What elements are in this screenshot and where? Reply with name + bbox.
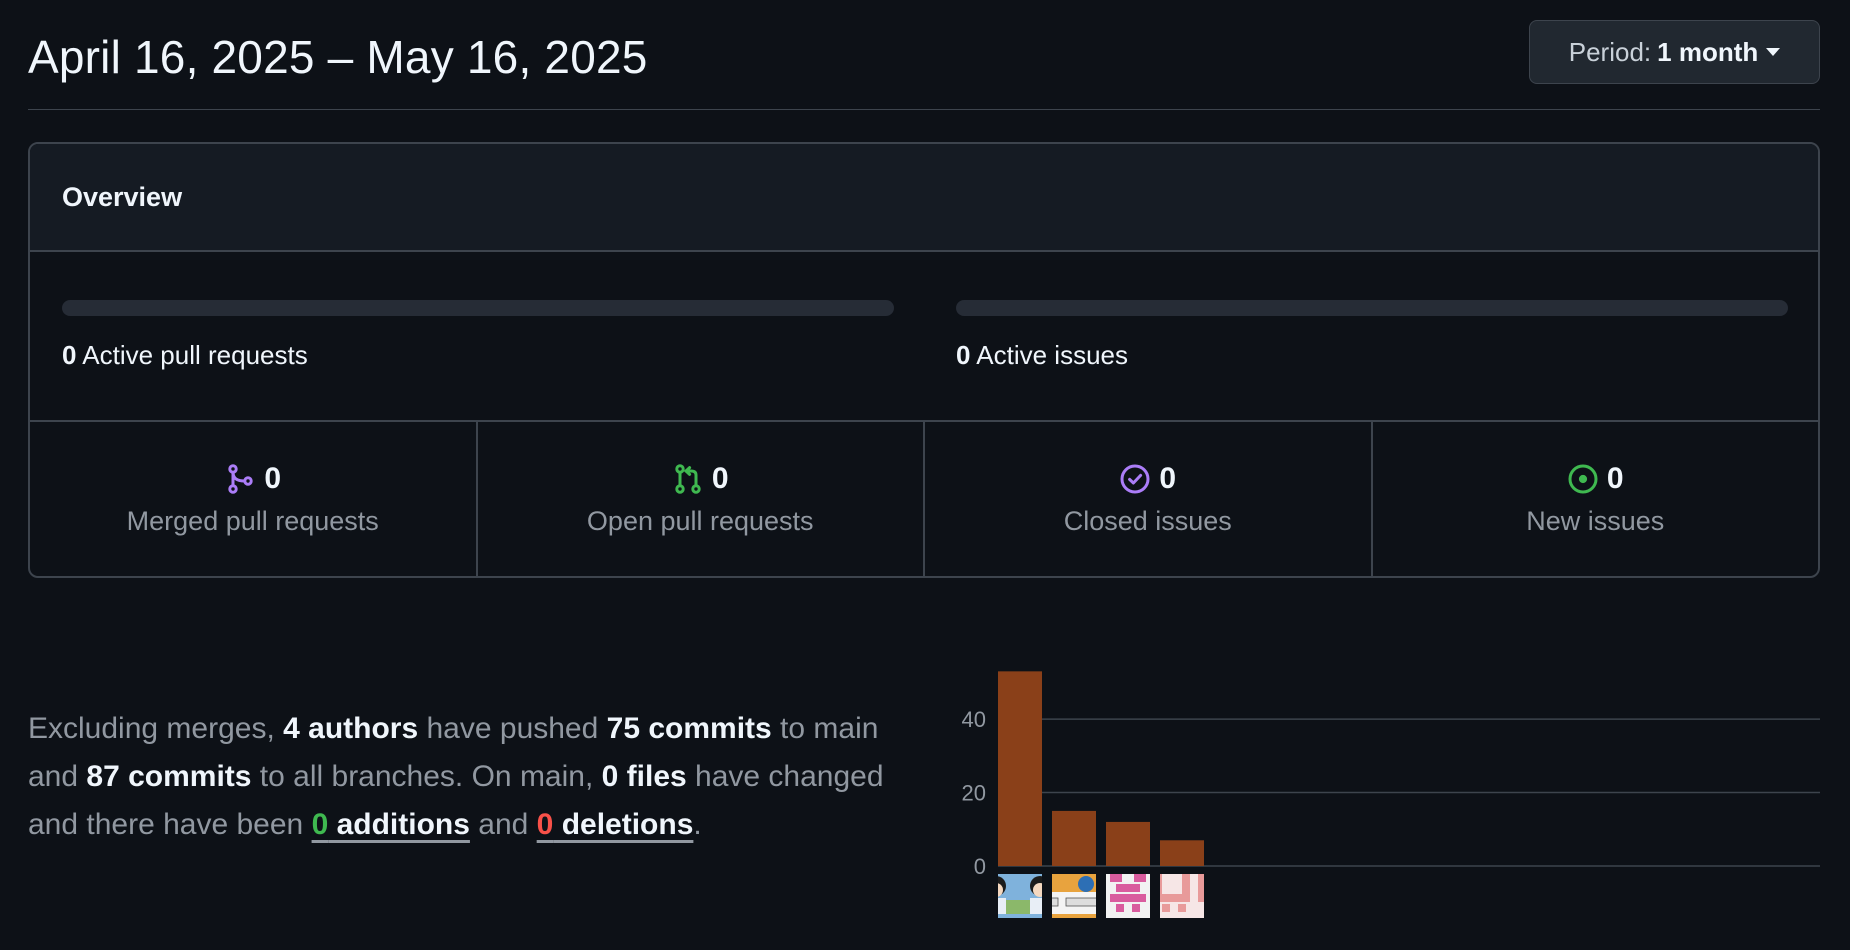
- summary-text: and: [469, 808, 537, 841]
- author-avatar[interactable]: [1052, 874, 1096, 918]
- author-avatar[interactable]: [998, 874, 1042, 918]
- deletions-label: deletions: [553, 808, 694, 841]
- summary-text: .: [693, 808, 702, 841]
- chart-bar-author-4[interactable]: [1160, 840, 1204, 866]
- deletions-count: 0: [536, 808, 554, 841]
- summary-text: have pushed: [418, 712, 607, 745]
- files-changed-count: 0 files: [601, 760, 687, 793]
- stat-label: Open pull requests: [586, 505, 814, 536]
- summary-text: Excluding merges,: [28, 712, 284, 745]
- stat-count: 0: [264, 461, 282, 495]
- active-pull-requests-bar: [62, 300, 894, 316]
- commits-all-count: 87 commits: [86, 760, 252, 793]
- active-pull-requests-count: 0: [62, 340, 77, 370]
- stat-count: 0: [1606, 461, 1624, 495]
- issue-closed-icon: [1120, 464, 1150, 493]
- caret-down-icon: [1766, 48, 1781, 56]
- authors-count: 4 authors: [283, 712, 419, 745]
- active-issues-count: 0: [956, 340, 971, 370]
- stat-count: 0: [711, 461, 729, 495]
- active-summary: 0 Active pull requests 0 Active issues: [30, 252, 1818, 422]
- active-pull-requests-label: Active pull requests: [82, 340, 308, 370]
- stat-open-pull-requests[interactable]: 0 Open pull requests: [478, 422, 925, 576]
- commits-by-author-chart: 0 20 40: [962, 671, 1820, 918]
- additions-link[interactable]: 0 additions: [312, 808, 470, 841]
- stat-merged-pull-requests[interactable]: 0 Merged pull requests: [30, 422, 478, 576]
- overview-panel: Overview 0 Active pull requests 0 Active…: [28, 142, 1820, 578]
- active-pull-requests-text[interactable]: 0 Active pull requests: [62, 340, 308, 371]
- summary-text: to main and: [28, 712, 879, 793]
- active-issues-bar: [956, 300, 1788, 316]
- overview-stats: 0 Merged pull requests 0 Open pull reque…: [30, 422, 1818, 576]
- chart-bar-author-1[interactable]: [998, 671, 1042, 866]
- active-issues: 0 Active issues: [956, 252, 1788, 422]
- stat-new-issues[interactable]: 0 New issues: [1373, 422, 1819, 576]
- overview-title: Overview: [62, 181, 183, 212]
- stat-label: New issues: [1526, 505, 1665, 536]
- period-label: Period:: [1568, 36, 1652, 67]
- period-dropdown-button[interactable]: Period: 1 month: [1529, 20, 1820, 84]
- commits-main-count: 75 commits: [606, 712, 772, 745]
- stat-closed-issues[interactable]: 0 Closed issues: [925, 422, 1373, 576]
- stat-label: Closed issues: [1063, 505, 1232, 536]
- active-issues-label: Active issues: [976, 340, 1128, 370]
- header: April 16, 2025 – May 16, 2025 Period: 1 …: [28, 0, 1820, 110]
- chart-y-tick-label: 40: [962, 707, 986, 732]
- chart-y-tick-label: 0: [974, 854, 986, 879]
- issue-opened-icon: [1568, 464, 1598, 493]
- deletions-link[interactable]: 0 deletions: [537, 808, 694, 841]
- overview-header: Overview: [30, 144, 1818, 252]
- commit-summary: Excluding merges, 4 authors have pushed …: [28, 705, 928, 849]
- chart-bar-author-3[interactable]: [1106, 821, 1150, 866]
- period-value: 1 month: [1657, 36, 1759, 67]
- pull-request-icon: [675, 463, 701, 494]
- stat-count: 0: [1159, 461, 1177, 495]
- author-avatar[interactable]: [1106, 874, 1150, 918]
- summary-text: to all branches. On main,: [251, 760, 602, 793]
- active-issues-text[interactable]: 0 Active issues: [956, 340, 1128, 371]
- additions-count: 0: [311, 808, 329, 841]
- summary-text: have changed and there have been: [28, 760, 884, 841]
- chart-y-tick-label: 20: [962, 781, 986, 806]
- author-avatar[interactable]: [1160, 874, 1204, 918]
- merge-icon: [228, 463, 254, 494]
- date-range-title: April 16, 2025 – May 16, 2025: [28, 31, 648, 83]
- additions-label: additions: [328, 808, 470, 841]
- active-pull-requests: 0 Active pull requests: [62, 252, 894, 422]
- chart-bar-author-2[interactable]: [1052, 810, 1096, 866]
- stat-label: Merged pull requests: [126, 505, 379, 536]
